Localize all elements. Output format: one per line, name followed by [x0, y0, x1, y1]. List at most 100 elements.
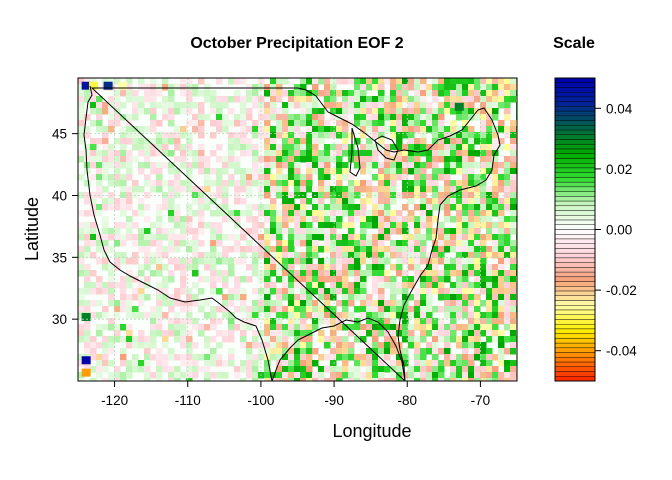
field-cell	[342, 240, 349, 247]
field-cell	[288, 198, 295, 205]
field-cell	[162, 144, 169, 151]
field-cell	[192, 234, 199, 241]
field-cell	[456, 258, 463, 265]
field-cell	[486, 216, 493, 223]
field-cell	[312, 360, 319, 367]
field-cell	[126, 132, 133, 139]
field-cell	[444, 96, 451, 103]
field-cell	[90, 198, 97, 205]
field-cell	[108, 162, 115, 169]
field-cell	[126, 114, 133, 121]
field-cell	[144, 126, 151, 133]
field-cell	[324, 288, 331, 295]
field-cell	[390, 108, 397, 115]
field-cell	[294, 132, 301, 139]
field-cell	[120, 372, 127, 379]
field-cell	[372, 120, 379, 127]
field-cell	[456, 156, 463, 163]
field-cell	[90, 156, 97, 163]
field-cell	[90, 102, 97, 109]
field-cell	[438, 306, 445, 313]
field-cell	[210, 222, 217, 229]
field-cell	[120, 276, 127, 283]
field-cell	[294, 378, 301, 381]
field-cell	[102, 174, 109, 181]
field-cell	[456, 90, 463, 97]
field-cell	[462, 354, 469, 361]
field-cell	[354, 288, 361, 295]
field-cell	[330, 168, 337, 175]
field-cell	[84, 270, 91, 277]
field-cell	[504, 282, 511, 289]
field-cell	[264, 168, 271, 175]
field-cell	[468, 366, 475, 373]
field-cell	[204, 354, 211, 361]
field-cell	[366, 144, 373, 151]
field-cell	[294, 114, 301, 121]
field-cell	[120, 174, 127, 181]
field-cell	[264, 102, 271, 109]
field-cell	[468, 240, 475, 247]
field-cell	[120, 234, 127, 241]
field-cell	[330, 132, 337, 139]
field-cell	[480, 348, 487, 355]
field-cell	[402, 360, 409, 367]
field-cell	[372, 258, 379, 265]
field-cell	[420, 234, 427, 241]
field-cell	[276, 252, 283, 259]
field-cell	[318, 90, 325, 97]
field-cell	[174, 102, 181, 109]
field-cell	[204, 114, 211, 121]
field-cell	[348, 354, 355, 361]
field-cell	[336, 174, 343, 181]
field-cell	[378, 360, 385, 367]
field-cell	[360, 330, 367, 337]
field-cell	[216, 354, 223, 361]
field-cell	[450, 330, 457, 337]
field-cell	[348, 210, 355, 217]
field-cell	[108, 126, 115, 133]
field-cell	[318, 156, 325, 163]
field-cell	[204, 156, 211, 163]
field-cell	[240, 330, 247, 337]
field-cell	[354, 282, 361, 289]
field-cell	[138, 102, 145, 109]
field-cell	[108, 156, 115, 163]
field-cell	[462, 174, 469, 181]
field-cell	[462, 90, 469, 97]
field-cell	[246, 96, 253, 103]
legend-swatch	[554, 300, 596, 306]
field-cell	[420, 372, 427, 379]
field-cell	[360, 162, 367, 169]
field-cell	[330, 90, 337, 97]
field-cell	[474, 162, 481, 169]
field-cell	[420, 306, 427, 313]
field-cell	[330, 270, 337, 277]
field-cell	[282, 156, 289, 163]
field-cell	[390, 306, 397, 313]
field-cell	[474, 258, 481, 265]
field-cell	[330, 360, 337, 367]
field-cell	[282, 306, 289, 313]
field-cell	[240, 246, 247, 253]
field-cell	[336, 276, 343, 283]
field-cell	[414, 294, 421, 301]
field-cell	[468, 96, 475, 103]
field-cell	[102, 354, 109, 361]
field-cell	[336, 252, 343, 259]
field-cell	[96, 120, 103, 127]
field-cell	[432, 252, 439, 259]
field-cell	[294, 276, 301, 283]
field-cell	[312, 120, 319, 127]
field-cell	[288, 318, 295, 325]
field-cell	[384, 198, 391, 205]
field-cell	[186, 210, 193, 217]
field-cell	[300, 330, 307, 337]
field-cell	[438, 114, 445, 121]
field-cell	[138, 144, 145, 151]
field-cell	[306, 378, 313, 381]
field-cell	[402, 372, 409, 379]
field-cell	[390, 132, 397, 139]
field-cell	[240, 336, 247, 343]
field-cell	[456, 96, 463, 103]
